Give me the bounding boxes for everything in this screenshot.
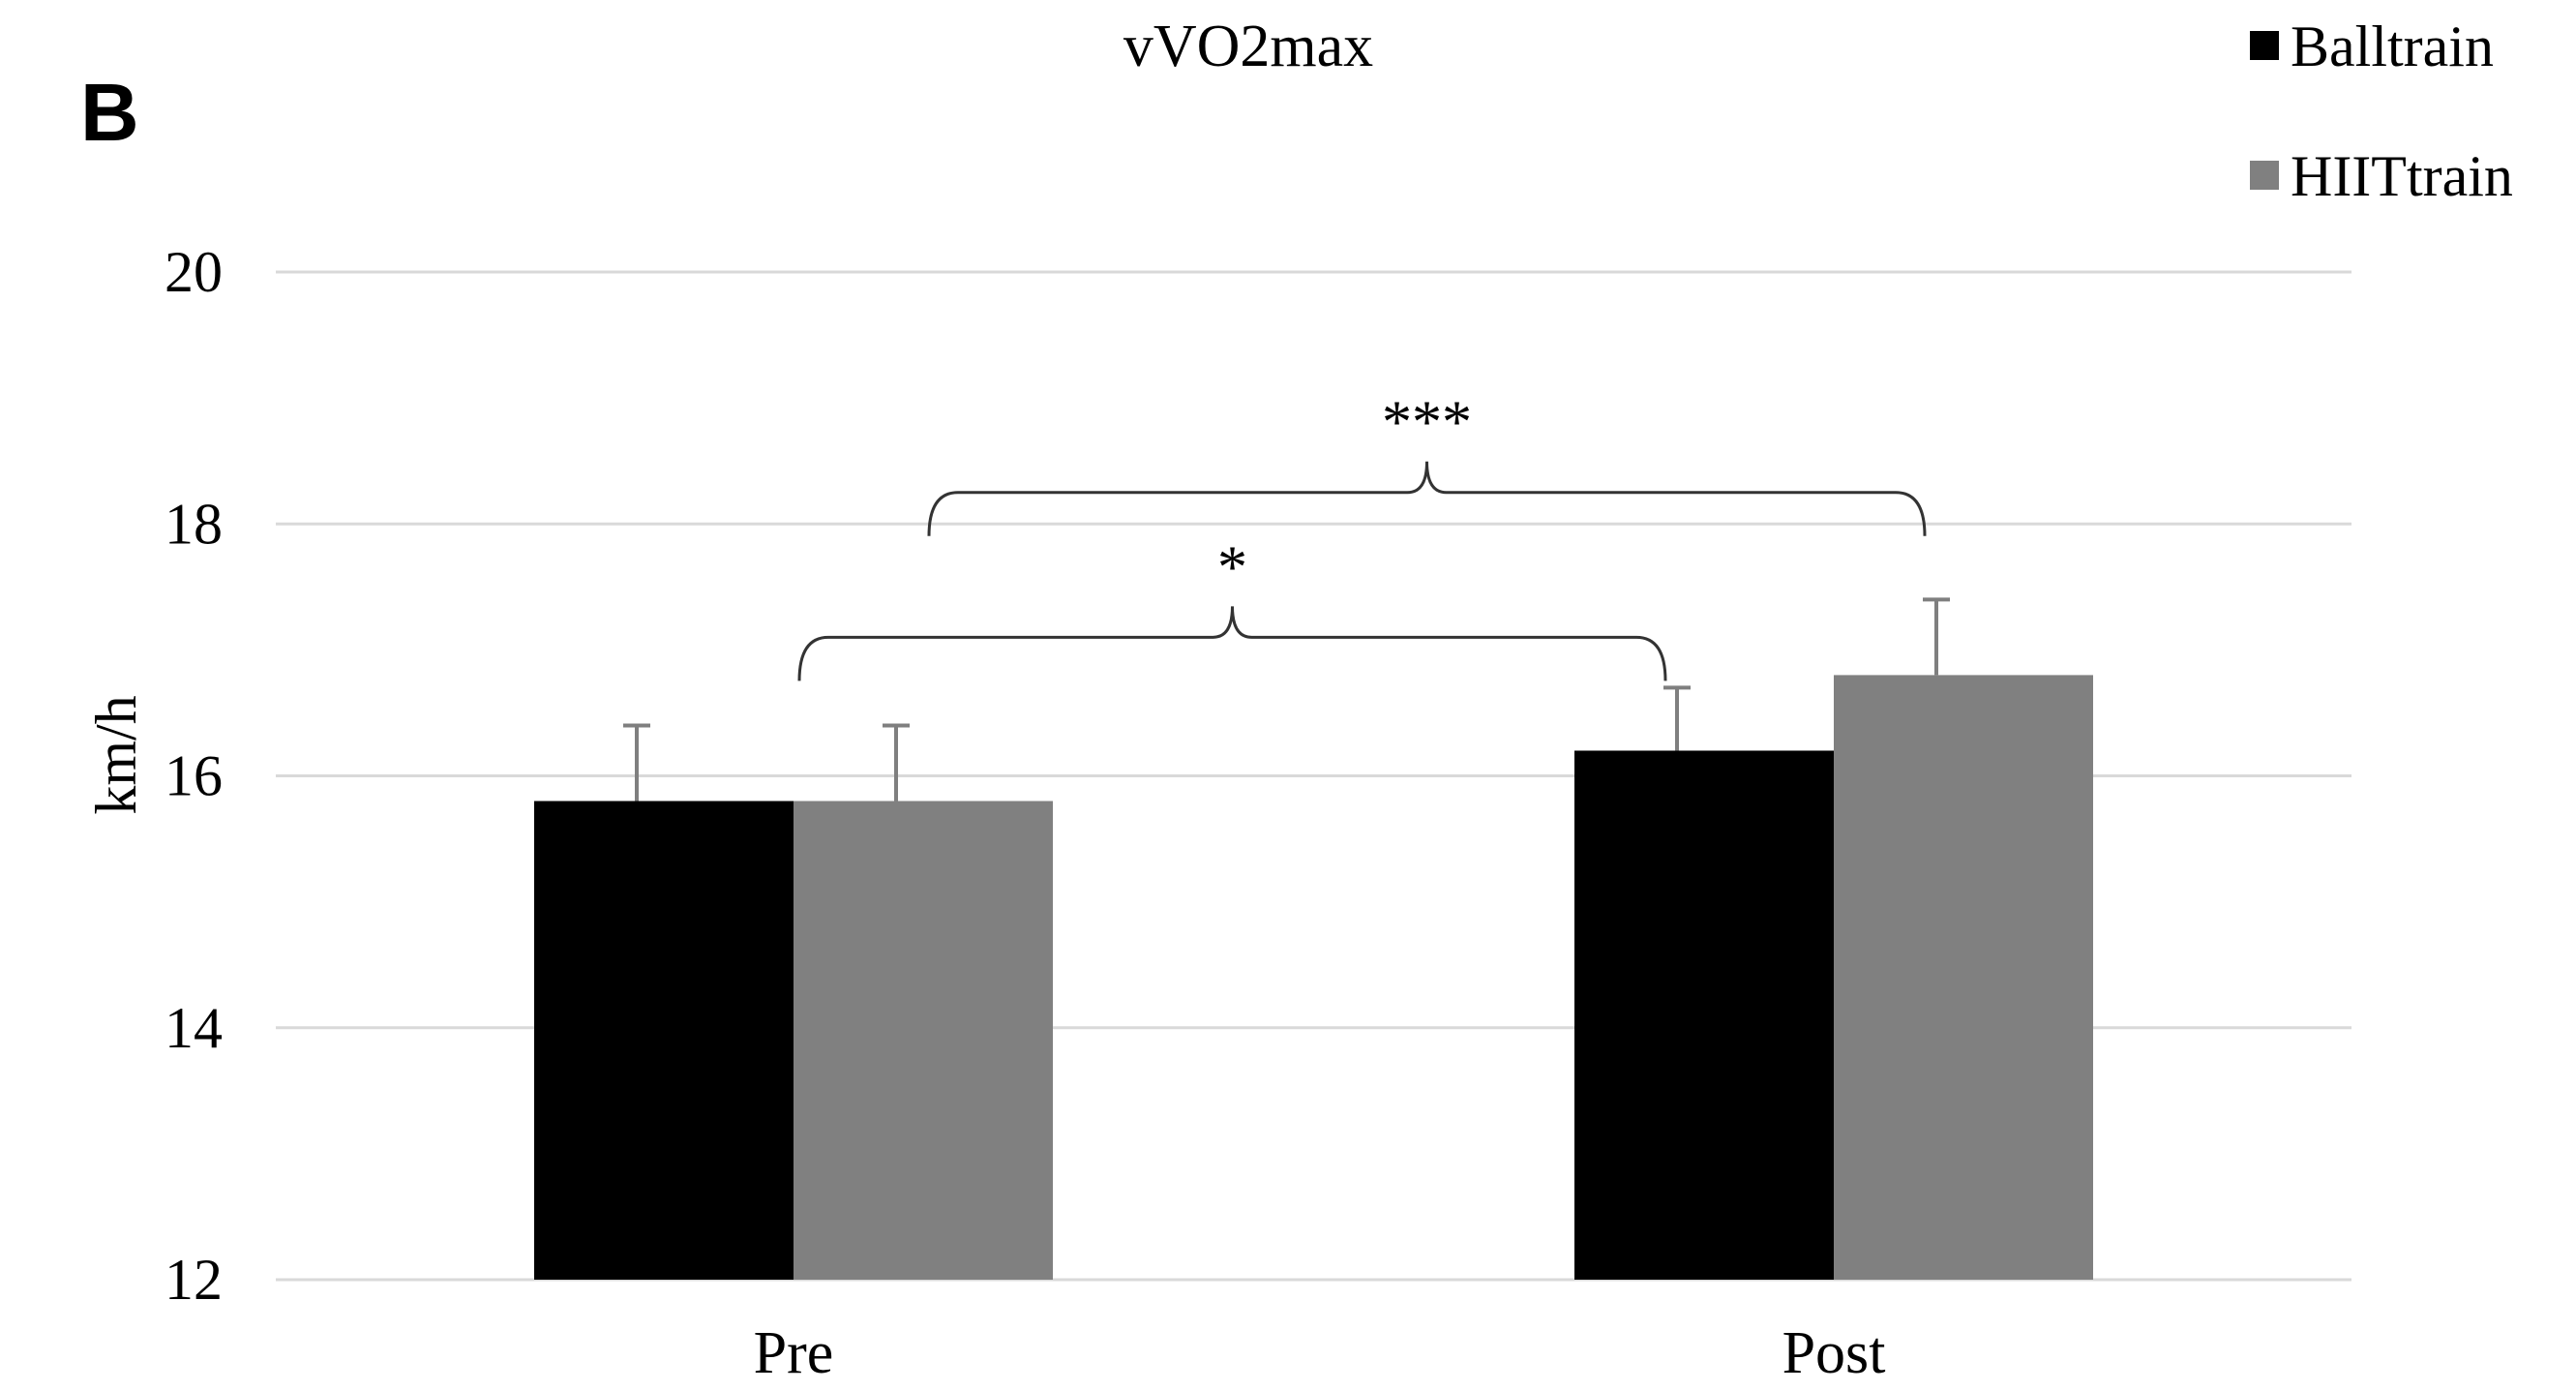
significance-brackets: **** xyxy=(797,390,1927,681)
bar-hiittrain-post xyxy=(1834,675,2093,1280)
bar-balltrain-post xyxy=(1574,750,1834,1280)
y-tick-20: 20 xyxy=(165,240,223,304)
panel-label: B xyxy=(80,67,139,158)
bar-balltrain-pre xyxy=(534,801,794,1280)
y-tick-16: 16 xyxy=(165,744,223,808)
significance-label-2: *** xyxy=(1382,390,1472,456)
y-tick-12: 12 xyxy=(165,1248,223,1312)
bar-hiittrain-pre xyxy=(794,801,1053,1280)
x-tick-pre: Pre xyxy=(754,1320,834,1386)
significance-label-1: * xyxy=(1217,534,1247,600)
y-tick-18: 18 xyxy=(165,492,223,556)
legend-swatch-balltrain xyxy=(2250,31,2279,60)
bars xyxy=(534,675,2093,1280)
significance-bracket-2 xyxy=(927,461,1927,536)
y-tick-labels: 12 14 16 18 20 xyxy=(165,240,223,1312)
legend: Balltrain HIITtrain xyxy=(2250,15,2513,208)
legend-swatch-hiittrain xyxy=(2250,161,2279,190)
legend-label-balltrain: Balltrain xyxy=(2291,15,2494,78)
legend-label-hiittrain: HIITtrain xyxy=(2291,144,2513,208)
y-axis-label: km/h xyxy=(84,695,148,814)
x-tick-post: Post xyxy=(1782,1320,1886,1386)
error-bars xyxy=(623,597,1950,801)
chart-title: vVO2max xyxy=(1123,14,1373,79)
x-tick-labels: Pre Post xyxy=(754,1320,1886,1386)
significance-bracket-1 xyxy=(797,606,1667,681)
y-tick-14: 14 xyxy=(165,996,223,1060)
